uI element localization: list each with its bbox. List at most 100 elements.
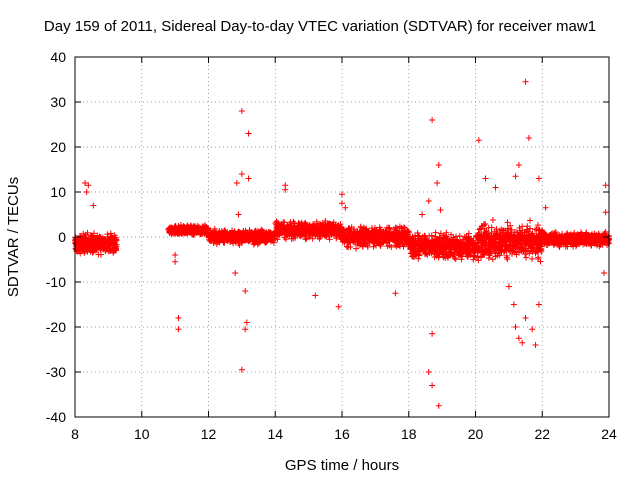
data-point xyxy=(504,219,511,226)
data-point xyxy=(533,248,540,255)
data-point xyxy=(199,226,206,233)
data-point xyxy=(522,315,529,321)
data-point xyxy=(315,224,322,231)
data-point xyxy=(351,237,358,244)
data-point xyxy=(538,245,545,252)
data-point xyxy=(425,369,432,375)
data-point xyxy=(535,255,542,262)
data-point xyxy=(583,229,590,236)
data-point xyxy=(532,236,539,243)
data-point xyxy=(330,230,337,237)
data-point xyxy=(518,229,525,236)
data-point xyxy=(522,240,529,247)
data-point xyxy=(566,236,573,243)
data-point xyxy=(509,251,515,258)
data-point xyxy=(294,225,301,232)
data-point xyxy=(424,240,431,247)
data-point xyxy=(435,402,442,409)
data-point xyxy=(585,233,592,240)
data-point xyxy=(255,229,262,236)
data-point xyxy=(512,324,519,330)
data-point xyxy=(211,225,218,232)
data-point xyxy=(541,232,548,239)
data-point xyxy=(529,326,536,333)
data-point xyxy=(580,241,587,248)
data-point xyxy=(316,233,323,240)
data-point xyxy=(519,339,526,346)
data-point xyxy=(307,232,314,239)
data-point xyxy=(519,223,526,230)
data-point xyxy=(444,234,451,241)
data-point xyxy=(462,241,469,248)
data-point xyxy=(88,237,95,244)
data-point xyxy=(481,225,488,232)
data-point xyxy=(527,234,534,241)
data-point xyxy=(358,224,365,231)
data-point xyxy=(209,236,216,243)
data-point xyxy=(415,242,422,249)
data-point xyxy=(419,246,426,253)
data-point xyxy=(350,229,357,236)
data-point xyxy=(242,288,249,294)
data-point xyxy=(223,234,230,241)
data-point xyxy=(246,235,253,242)
data-point xyxy=(512,173,519,180)
data-point xyxy=(187,223,194,230)
data-point xyxy=(571,238,578,245)
data-point xyxy=(306,227,313,234)
data-point xyxy=(339,200,345,207)
data-point xyxy=(529,230,536,237)
data-point xyxy=(482,175,489,182)
y-axis-title: SDTVAR / TECUs xyxy=(5,177,22,297)
x-tick-label: 20 xyxy=(468,426,484,442)
y-tick-label: 0 xyxy=(58,229,66,245)
data-point xyxy=(287,218,294,225)
data-point xyxy=(505,230,512,237)
data-point xyxy=(601,230,608,237)
data-point xyxy=(426,250,433,257)
data-point xyxy=(328,226,335,233)
data-point xyxy=(95,251,102,258)
data-point xyxy=(345,244,352,251)
data-point xyxy=(346,233,353,240)
data-point xyxy=(495,247,502,254)
data-point xyxy=(474,232,481,239)
data-point xyxy=(396,229,403,236)
data-point xyxy=(438,245,445,252)
data-point xyxy=(342,204,349,211)
data-point xyxy=(376,224,383,231)
data-point xyxy=(447,249,454,256)
data-point xyxy=(529,244,536,251)
data-point xyxy=(433,245,440,252)
data-point xyxy=(238,366,245,373)
data-point xyxy=(90,202,97,209)
data-point xyxy=(335,303,342,310)
data-point xyxy=(363,240,370,247)
data-point xyxy=(84,239,91,246)
data-point xyxy=(429,382,436,389)
data-point xyxy=(573,242,580,249)
data-point xyxy=(274,236,281,243)
data-point xyxy=(403,233,410,240)
data-point xyxy=(580,238,587,245)
data-point xyxy=(359,243,366,250)
data-point xyxy=(93,235,100,242)
data-point xyxy=(285,224,292,231)
data-point xyxy=(592,232,599,239)
data-point xyxy=(489,216,496,223)
data-point xyxy=(515,162,522,168)
data-point xyxy=(564,241,571,248)
data-point xyxy=(299,229,306,236)
data-point xyxy=(428,232,435,239)
data-point xyxy=(496,247,503,254)
data-points xyxy=(72,78,612,409)
data-point xyxy=(554,233,561,240)
data-point xyxy=(311,225,318,232)
data-point xyxy=(317,220,324,227)
data-point xyxy=(542,237,549,244)
x-tick-label: 18 xyxy=(401,426,417,442)
data-point xyxy=(192,226,199,233)
data-point xyxy=(258,237,265,244)
x-tick-label: 16 xyxy=(334,426,350,442)
